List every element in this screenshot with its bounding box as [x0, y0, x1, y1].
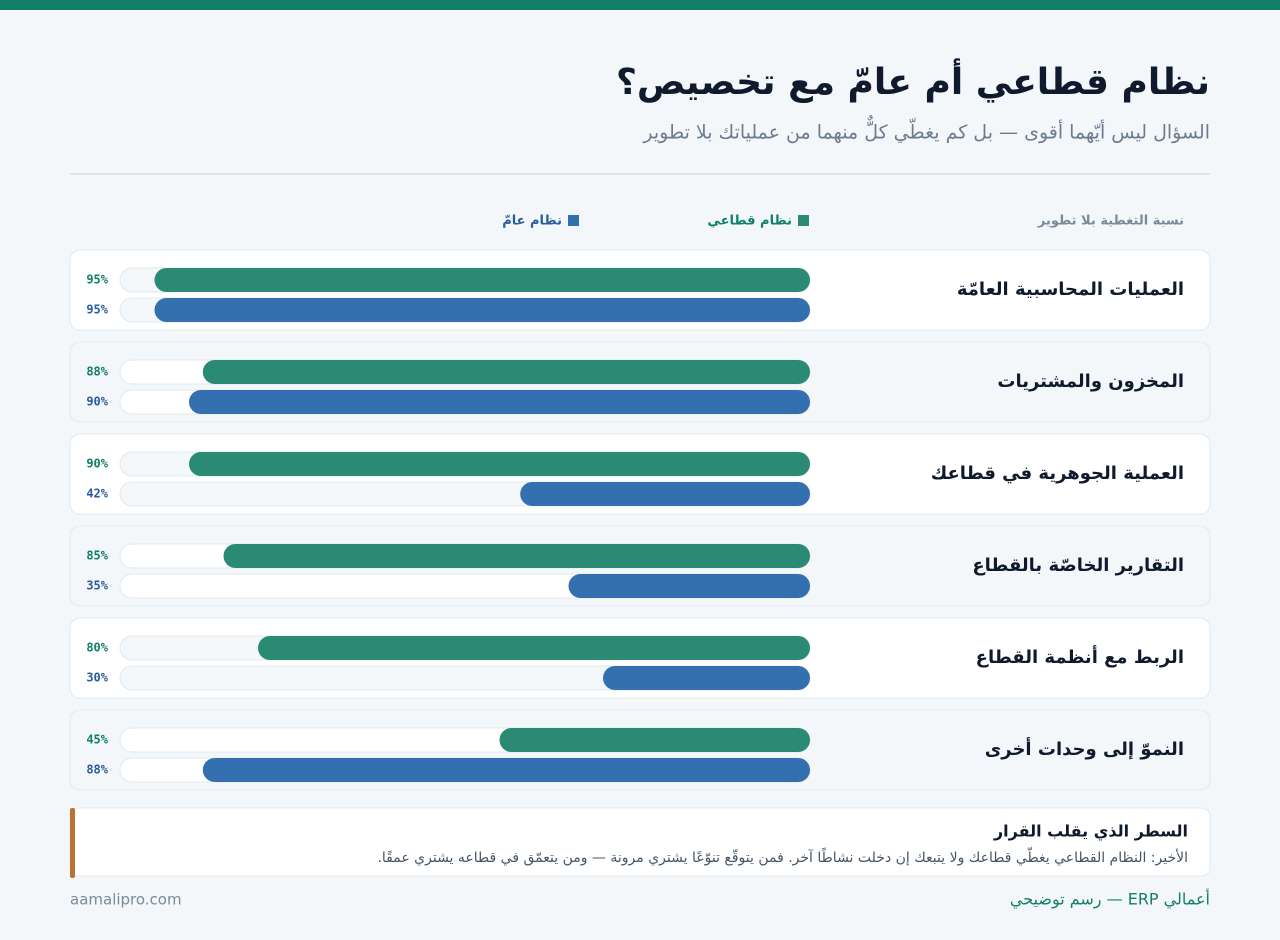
category-label: الربط مع أنظمة القطاع [976, 645, 1184, 668]
column-label: نسبة التغطية بلا تطوير [1037, 214, 1184, 229]
footer-brand: أعمالي ERP — رسم توضيحي [1010, 889, 1210, 910]
legend-swatch [798, 215, 809, 226]
value-label: 95% [86, 303, 108, 317]
value-label: 85% [86, 549, 108, 563]
bar [154, 268, 810, 292]
top-bar [0, 0, 1280, 10]
bar [499, 728, 810, 752]
chart-title: نظام قطاعي أم عامّ مع تخصيص؟ [616, 58, 1210, 103]
value-label: 88% [86, 365, 108, 379]
value-label: 90% [86, 457, 108, 471]
legend-label: نظام عامّ [502, 214, 562, 229]
bar [189, 390, 810, 414]
value-label: 80% [86, 641, 108, 655]
category-label: المخزون والمشتريات [997, 371, 1184, 392]
value-label: 95% [86, 273, 108, 287]
category-label: العملية الجوهرية في قطاعك [931, 463, 1184, 484]
bar [189, 452, 810, 476]
legend-label: نظام قطاعي [707, 214, 792, 229]
bar [568, 574, 810, 598]
bar [154, 298, 810, 322]
note-text: الأخير: النظام القطاعي يغطّي قطاعك ولا ي… [377, 847, 1188, 866]
value-label: 90% [86, 395, 108, 409]
note-accent [70, 808, 75, 878]
bar [258, 636, 810, 660]
legend: نظام قطاعي نظام عامّ [502, 214, 809, 229]
bar [202, 758, 811, 782]
value-label: 45% [86, 733, 108, 747]
category-label: النموّ إلى وحدات أخرى [985, 737, 1184, 760]
category-label: التقارير الخاصّة بالقطاع [972, 555, 1184, 576]
value-label: 30% [86, 671, 108, 685]
legend-swatch [568, 215, 579, 226]
value-label: 35% [86, 579, 108, 593]
value-label: 88% [86, 763, 108, 777]
bar [603, 666, 810, 690]
rows: العمليات المحاسبية العامّة 95% 95% المخزون … [69, 249, 1211, 791]
note-title: السطر الذي يقلب القرار [993, 822, 1188, 842]
bar [520, 482, 810, 506]
bar [223, 544, 810, 568]
category-label: العمليات المحاسبية العامّة [957, 279, 1184, 300]
footer-site: aamalipro.com [70, 891, 182, 909]
value-label: 42% [86, 487, 108, 501]
bar [202, 360, 811, 384]
